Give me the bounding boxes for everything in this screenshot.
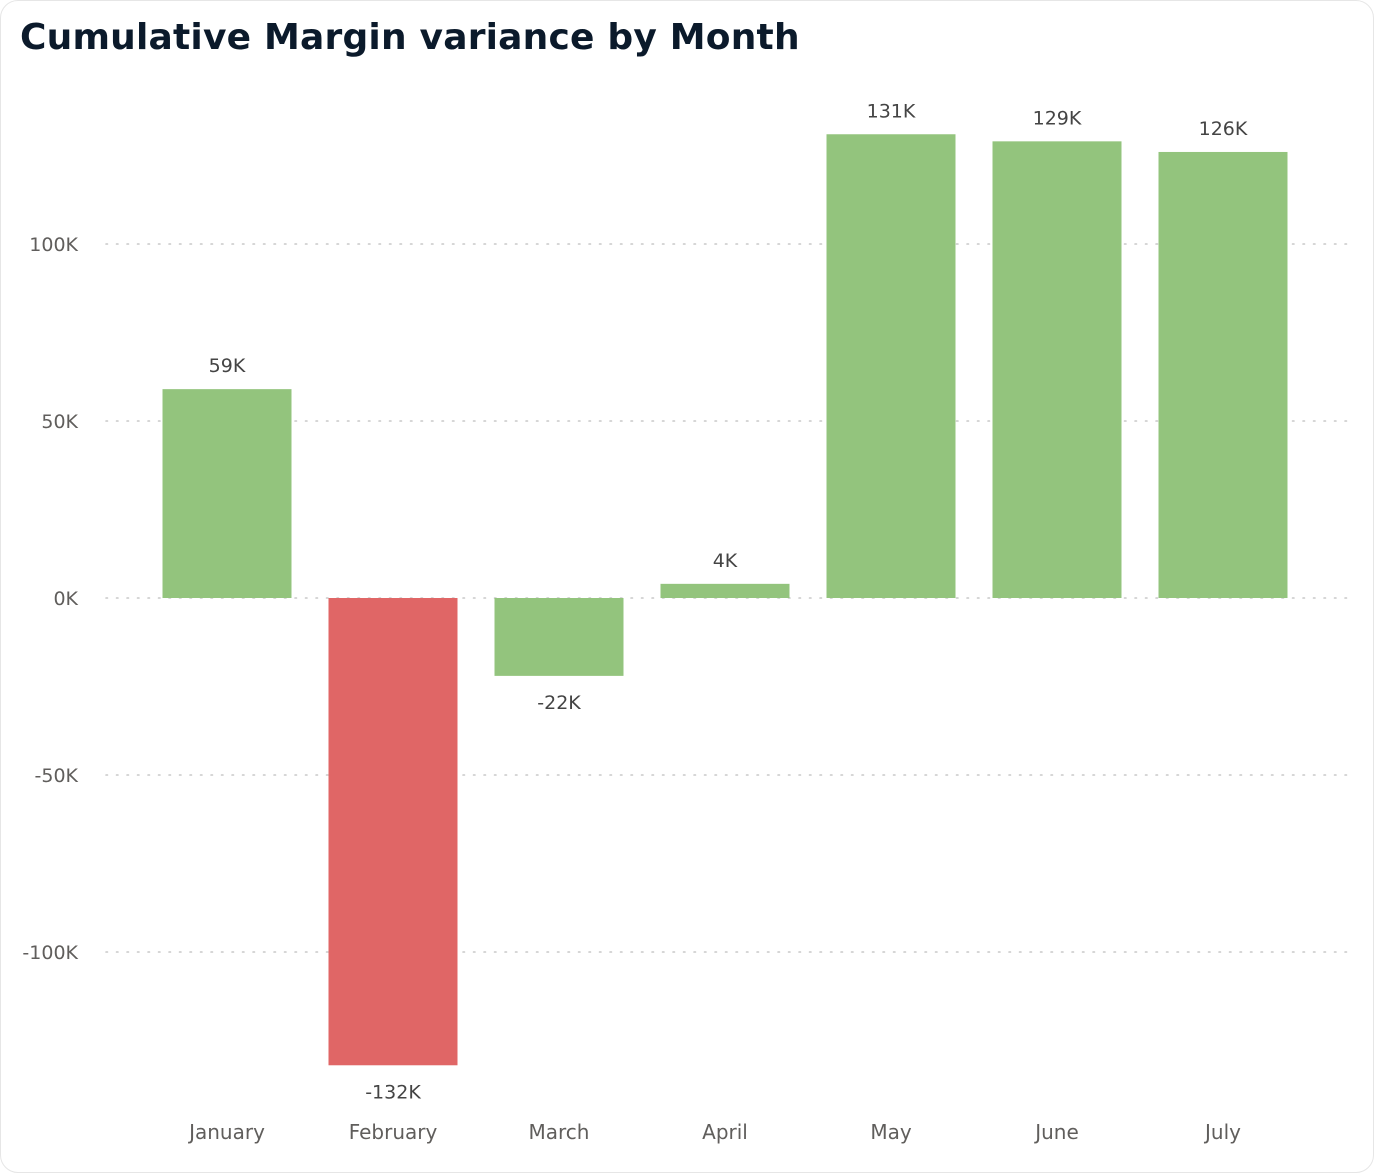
y-tick-label: -100K: [22, 942, 78, 964]
data-label-june: 129K: [1033, 107, 1082, 129]
data-label-march: -22K: [537, 692, 581, 714]
x-category-label-june: June: [1033, 1120, 1079, 1144]
y-tick-label: 0K: [53, 588, 78, 610]
bar-may[interactable]: [826, 134, 956, 598]
bar-march[interactable]: [494, 598, 624, 676]
y-tick-label: -50K: [35, 765, 79, 787]
data-label-january: 59K: [209, 355, 246, 377]
x-category-label-february: February: [349, 1120, 438, 1144]
data-label-may: 131K: [867, 100, 916, 122]
x-category-label-july: July: [1203, 1120, 1241, 1144]
bar-april[interactable]: [660, 583, 790, 598]
bar-june[interactable]: [992, 141, 1122, 598]
bars: [162, 134, 1288, 1066]
bar-february[interactable]: [328, 598, 458, 1066]
x-category-label-january: January: [187, 1120, 265, 1144]
x-category-label-may: May: [870, 1120, 912, 1144]
data-label-july: 126K: [1199, 118, 1248, 140]
data-label-february: -132K: [365, 1081, 421, 1103]
data-labels: 59K -132K -22K 4K 131K 129K 126K: [209, 100, 1248, 1103]
y-axis-ticks: 100K 50K 0K -50K -100K: [22, 234, 78, 964]
chart-title: Cumulative Margin variance by Month: [20, 17, 800, 58]
x-category-label-march: March: [529, 1120, 590, 1144]
x-category-label-april: April: [702, 1120, 748, 1144]
y-tick-label: 50K: [41, 411, 78, 433]
x-axis-categories: January February March April May June July: [187, 1120, 1241, 1144]
bar-july[interactable]: [1158, 151, 1288, 598]
y-tick-label: 100K: [29, 234, 78, 256]
bar-january[interactable]: [162, 389, 292, 598]
data-label-april: 4K: [713, 550, 738, 572]
